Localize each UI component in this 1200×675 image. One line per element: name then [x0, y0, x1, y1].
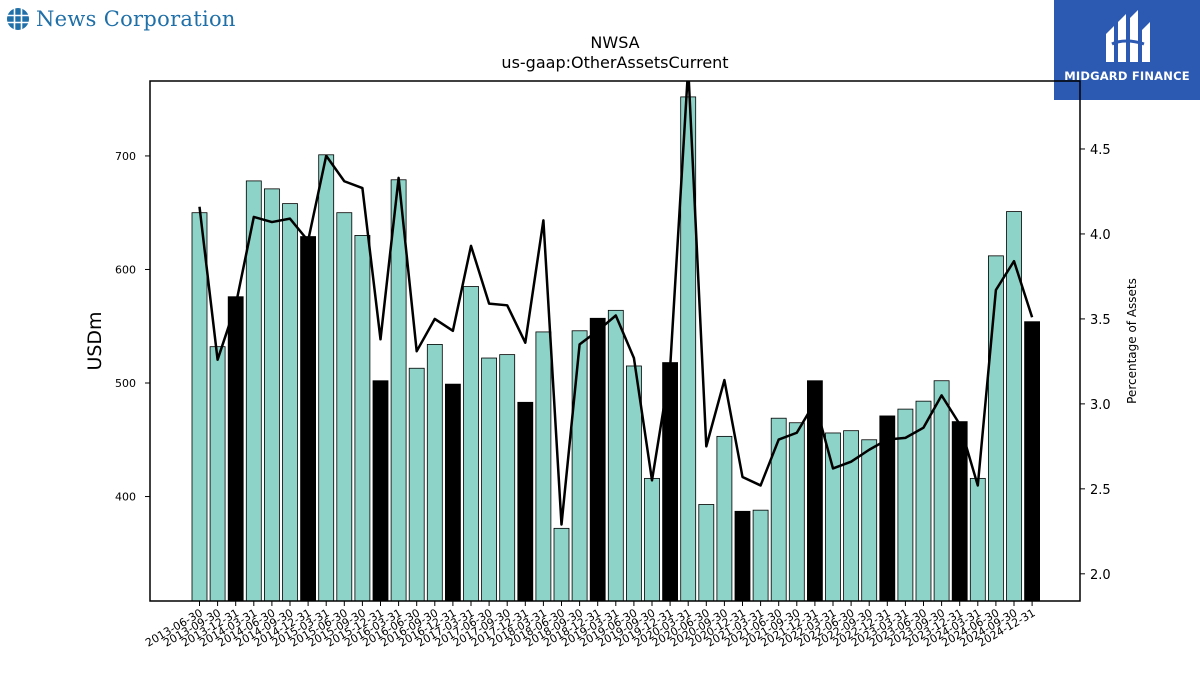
bar [825, 432, 841, 602]
y-tick-label: 600 [115, 263, 136, 276]
bar [481, 357, 498, 602]
y2-tick-label: 2.5 [1090, 483, 1111, 498]
x-axis: 2013-06-302013-09-302013-12-312014-03-31… [143, 601, 1038, 650]
y-axis-right: 2.0 2.5 3.0 3.5 4.0 4.5 [1080, 143, 1111, 583]
bar [734, 510, 751, 602]
bar [716, 435, 733, 602]
percentage-line [198, 81, 1034, 526]
chart-subtitle: us-gaap:OtherAssetsCurrent [501, 53, 728, 72]
bar [354, 235, 371, 602]
bar [535, 331, 552, 602]
y2-tick-label: 3.5 [1090, 313, 1111, 328]
globe-icon [7, 8, 29, 30]
bar [807, 380, 823, 602]
publisher-name: MIDGARD FINANCE [1064, 69, 1190, 83]
midgard-logo-icon [1106, 10, 1150, 62]
chart-title: NWSA [590, 33, 639, 52]
bar [499, 354, 516, 602]
bar [209, 346, 226, 602]
bar [444, 383, 461, 602]
bar [300, 236, 317, 602]
plot-frame [149, 80, 1081, 602]
bar [933, 380, 950, 602]
company-name: News Corporation [36, 7, 236, 31]
publisher-logo: MIDGARD FINANCE [1054, 0, 1200, 100]
y2-tick-label: 4.0 [1090, 228, 1111, 243]
bar [263, 188, 280, 602]
y2-tick-label: 3.0 [1090, 398, 1111, 413]
y2-tick-label: 2.0 [1090, 568, 1111, 583]
bar [988, 255, 1004, 602]
company-logo: News Corporation [6, 4, 236, 34]
y-tick-label: 500 [115, 377, 136, 390]
bar [969, 477, 986, 602]
bar [861, 439, 878, 602]
y2-axis-label: Percentage of Assets [1125, 278, 1139, 404]
bar [752, 509, 769, 602]
bar [843, 430, 859, 602]
bar [517, 401, 534, 602]
bar [390, 179, 407, 602]
bar [589, 317, 606, 602]
bar [227, 296, 244, 602]
bar [788, 422, 805, 602]
bar [571, 330, 588, 602]
bar [336, 212, 353, 602]
bar [644, 477, 660, 602]
y2-tick-label: 4.5 [1090, 143, 1111, 158]
bar [318, 154, 335, 602]
bar [553, 527, 570, 602]
bar [770, 417, 787, 602]
y-axis-label: USDm [84, 311, 106, 370]
bar [426, 344, 443, 602]
y-tick-label: 400 [115, 491, 136, 504]
bar [951, 421, 968, 602]
bar [191, 212, 208, 602]
bar [698, 504, 715, 602]
bar [463, 286, 479, 602]
bar [408, 367, 425, 602]
y-axis-left: 400 500 600 700 [115, 150, 150, 504]
bar [372, 380, 389, 602]
bar [1024, 321, 1040, 602]
bar-series [191, 96, 1040, 602]
bar [282, 203, 298, 602]
y-tick-label: 700 [115, 150, 136, 163]
bar [607, 309, 624, 602]
